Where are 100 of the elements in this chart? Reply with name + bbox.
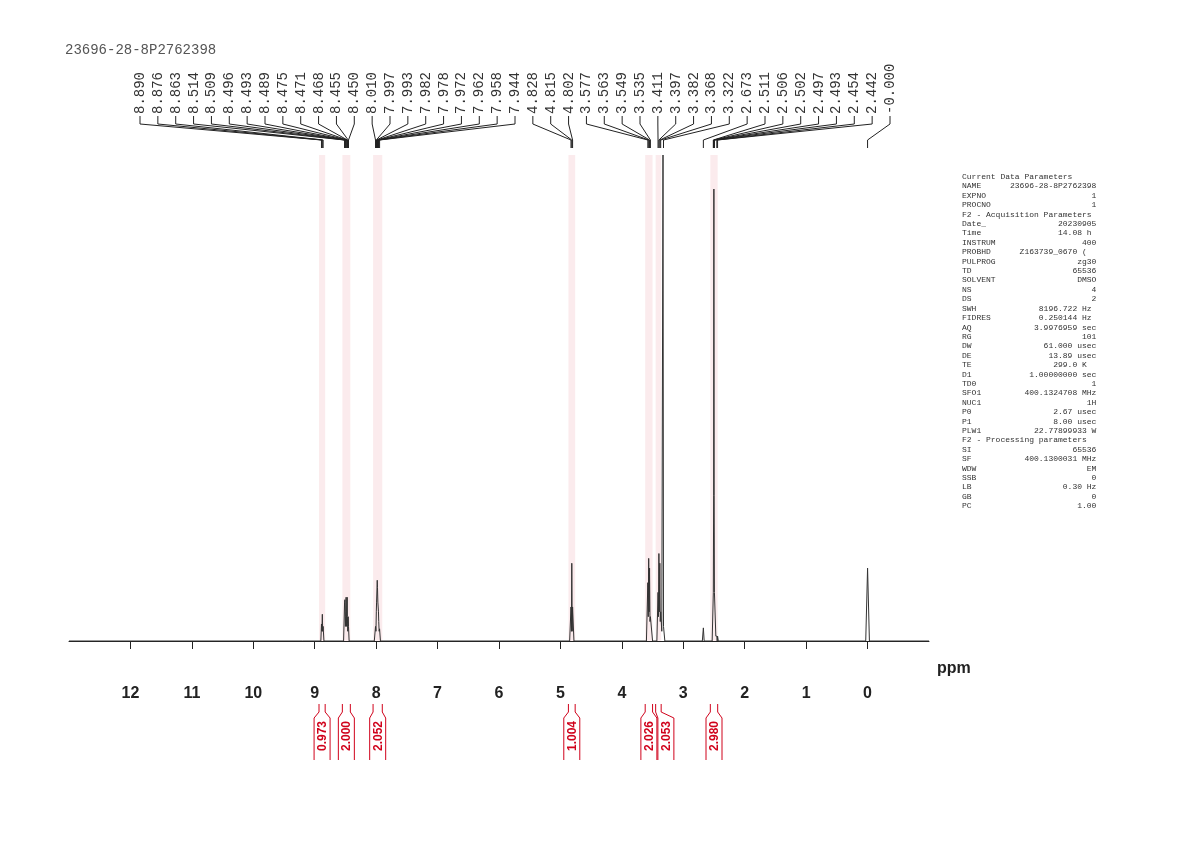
annotation: 7.962 (471, 71, 488, 114)
text: F2 - Acquisition Parameters (962, 209, 1092, 219)
chart-title: 23696-28-8P2762398 (65, 42, 217, 58)
annotation: 3.411 (649, 71, 666, 114)
annotation: 8.450 (346, 71, 363, 114)
annotation: 8.475 (274, 71, 291, 114)
x-tick-label: 9 (310, 683, 320, 701)
text: FIDRES 0.250144 Hz (962, 313, 1092, 323)
text: PULPROG zg30 (962, 256, 1097, 266)
text: TD0 1 (962, 378, 1097, 388)
text: GB 0 (962, 491, 1097, 501)
annotation: 8.509 (203, 71, 220, 114)
annotation: 3.535 (632, 71, 648, 114)
band-label: 0.973 (315, 720, 330, 752)
annotation: 7.993 (399, 71, 416, 114)
text: EXPNO 1 (962, 190, 1097, 200)
annotation: 2.502 (792, 71, 809, 114)
x-tick-label: 0 (863, 683, 873, 701)
annotation: 7.997 (382, 71, 398, 114)
x-tick-label: 6 (494, 683, 504, 701)
text: Current Data Parameters (962, 172, 1073, 181)
band-label: 1.004 (564, 720, 579, 752)
text: SWH 8196.722 Hz (962, 303, 1092, 313)
x-tick-label: 10 (244, 683, 263, 701)
annotation: 4.815 (542, 71, 559, 114)
text: SSB 0 (962, 473, 1097, 482)
text: PROCNO 1 (962, 200, 1097, 210)
x-tick-label: 1 (801, 683, 811, 701)
annotation: 8.496 (221, 71, 238, 114)
text: DS 2 (962, 294, 1097, 304)
annotation: 2.497 (810, 71, 827, 114)
x-tick-label: 4 (617, 683, 627, 701)
band-label: 2.980 (707, 720, 721, 752)
annotation: 7.982 (417, 71, 434, 114)
annotation: 8.863 (167, 71, 184, 114)
annotation: 2.511 (757, 71, 773, 114)
x-tick-label: 8 (371, 683, 381, 701)
x-tick-label: 12 (121, 683, 140, 701)
text: INSTRUM 400 (962, 237, 1097, 247)
x-tick-label: 3 (678, 683, 688, 701)
x-tick-label: 5 (555, 683, 565, 701)
annotation: 3.563 (596, 71, 613, 114)
text: AQ 3.9976959 sec (962, 322, 1097, 332)
band-label: 2.052 (370, 720, 385, 752)
text: WDW EM (962, 463, 1097, 473)
band-label: 2.000 (339, 720, 354, 752)
annotation: 8.455 (328, 71, 345, 114)
annotation: 3.549 (614, 71, 631, 114)
x-tick-label: 11 (183, 683, 201, 701)
text: PLW1 22.77899933 W (962, 425, 1097, 435)
x-tick-label: 2 (740, 683, 750, 701)
text: Time 14.08 h (962, 228, 1092, 238)
x-axis-title: ppm (937, 658, 971, 676)
annotation: 8.514 (185, 71, 202, 114)
text: P1 8.00 usec (962, 416, 1097, 426)
annotation: 8.010 (364, 71, 381, 114)
text: SOLVENT DMSO (962, 275, 1097, 285)
annotation: 3.322 (721, 71, 738, 114)
annotation: 7.978 (435, 71, 452, 114)
text: TE 299.0 K (962, 360, 1087, 370)
annotation: 8.471 (292, 71, 309, 114)
annotation: 2.673 (739, 71, 756, 114)
annotation: 7.944 (507, 71, 523, 114)
x-tick-label: 7 (433, 683, 443, 701)
text: SFO1 400.1324708 MHz (962, 388, 1097, 398)
text: F2 - Processing parameters (962, 435, 1087, 445)
annotation: 2.506 (774, 71, 791, 114)
annotation: 3.382 (685, 71, 702, 114)
text: NAME 23696-28-8P2762398 (962, 181, 1097, 191)
annotation: -0.000 (882, 63, 898, 114)
annotation: 4.802 (560, 71, 577, 114)
annotation: 4.828 (524, 71, 541, 114)
text: NS 4 (962, 284, 1097, 294)
annotation: 8.489 (257, 71, 273, 114)
band-label: 2.053 (658, 720, 673, 752)
text: PC 1.00 (962, 501, 1097, 511)
band-label: 2.026 (641, 720, 656, 752)
text: D1 1.00000000 sec (962, 369, 1097, 379)
annotation: 2.454 (846, 71, 863, 114)
annotation: 2.442 (864, 71, 881, 114)
annotation: 8.876 (149, 71, 166, 114)
annotation: 7.972 (453, 71, 470, 114)
text: PROBHD Z163739_0670 ( (962, 247, 1087, 257)
text: DE 13.89 usec (962, 350, 1097, 360)
text: DW 61.000 usec (962, 341, 1097, 351)
annotation: 3.577 (578, 71, 595, 114)
annotation: 8.468 (310, 71, 327, 114)
annotation: 7.958 (489, 71, 506, 114)
text: P0 2.67 usec (962, 407, 1097, 417)
text: SF 400.1300031 MHz (962, 454, 1097, 464)
text: SI 65536 (962, 444, 1097, 454)
text: RG 101 (962, 331, 1097, 341)
annotation: 8.890 (132, 71, 148, 114)
annotation: 3.368 (703, 71, 720, 114)
annotation: 2.493 (828, 71, 845, 114)
annotation: 8.493 (239, 71, 256, 114)
text: LB 0.30 Hz (962, 482, 1097, 492)
annotation: 3.397 (667, 71, 684, 114)
text: Date_ 20230905 (962, 219, 1097, 229)
text: TD 65536 (962, 266, 1097, 276)
